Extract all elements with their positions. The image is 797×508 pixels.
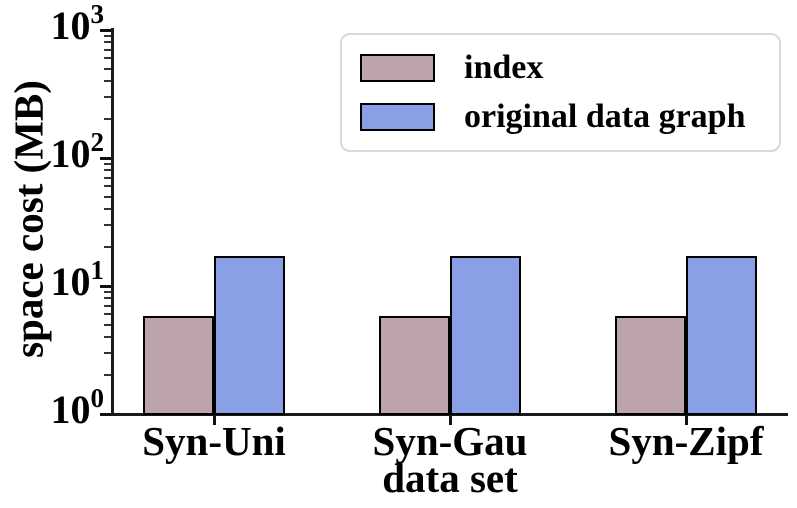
y-minor-tick xyxy=(104,67,111,70)
y-minor-tick xyxy=(104,207,111,210)
y-minor-tick xyxy=(104,323,111,326)
y-minor-tick xyxy=(104,335,111,338)
y-minor-tick xyxy=(104,57,111,60)
y-minor-tick xyxy=(104,34,111,37)
y-minor-tick xyxy=(104,95,111,98)
y-tick-base: 10 xyxy=(50,259,91,304)
x-major-tick xyxy=(212,416,216,425)
legend: index original data graph xyxy=(340,33,781,152)
y-minor-tick xyxy=(104,297,111,300)
x-major-tick xyxy=(448,416,452,425)
y-major-tick xyxy=(100,28,111,32)
legend-swatch-original-data-graph xyxy=(360,103,435,131)
y-minor-tick xyxy=(104,351,111,354)
y-tick-exponent: 1 xyxy=(90,255,105,285)
bar-index-syn-uni xyxy=(143,316,214,415)
y-tick-base: 10 xyxy=(50,3,91,48)
y-minor-tick xyxy=(104,118,111,121)
x-tick-label-syn-zipf: Syn-Zipf xyxy=(608,418,764,464)
x-major-tick xyxy=(684,416,688,425)
y-minor-tick xyxy=(104,79,111,82)
y-tick-label: 103 xyxy=(0,1,105,48)
y-minor-tick xyxy=(104,169,111,172)
y-minor-tick xyxy=(104,313,111,316)
y-axis-line xyxy=(111,28,114,416)
y-tick-base: 10 xyxy=(50,387,91,432)
y-major-tick xyxy=(100,156,111,160)
x-tick-label-syn-gau: Syn-Gau xyxy=(372,418,528,464)
y-axis-title: space cost (MB) xyxy=(5,80,52,358)
y-tick-exponent: 0 xyxy=(90,383,105,413)
legend-item: index xyxy=(360,51,779,85)
y-major-tick xyxy=(100,284,111,288)
y-minor-tick xyxy=(104,290,111,293)
bar-index-syn-zipf xyxy=(615,316,686,415)
bar-original-data-graph-syn-gau xyxy=(450,255,521,415)
y-tick-exponent: 2 xyxy=(90,127,105,157)
x-axis-title: data set xyxy=(382,455,518,501)
bar-original-data-graph-syn-uni xyxy=(214,255,285,415)
y-minor-tick xyxy=(104,48,111,51)
y-minor-tick xyxy=(104,195,111,198)
legend-label: original data graph xyxy=(464,98,746,135)
legend-label: index xyxy=(464,49,544,86)
x-tick-label-syn-uni: Syn-Uni xyxy=(142,418,286,464)
legend-item: original data graph xyxy=(360,100,779,134)
y-minor-tick xyxy=(104,185,111,188)
legend-swatch-index xyxy=(360,54,435,82)
y-minor-tick xyxy=(104,223,111,226)
bar-original-data-graph-syn-zipf xyxy=(686,255,757,415)
y-minor-tick xyxy=(104,176,111,179)
y-minor-tick xyxy=(104,374,111,377)
bar-index-syn-gau xyxy=(379,316,450,415)
y-tick-label: 101 xyxy=(0,257,105,304)
y-tick-label: 102 xyxy=(0,129,105,176)
y-major-tick xyxy=(100,412,111,416)
y-tick-exponent: 3 xyxy=(90,0,105,29)
y-tick-base: 10 xyxy=(50,131,91,176)
y-minor-tick xyxy=(104,246,111,249)
y-minor-tick xyxy=(104,304,111,307)
y-minor-tick xyxy=(104,41,111,44)
y-minor-tick xyxy=(104,162,111,165)
y-tick-label: 100 xyxy=(0,385,105,432)
